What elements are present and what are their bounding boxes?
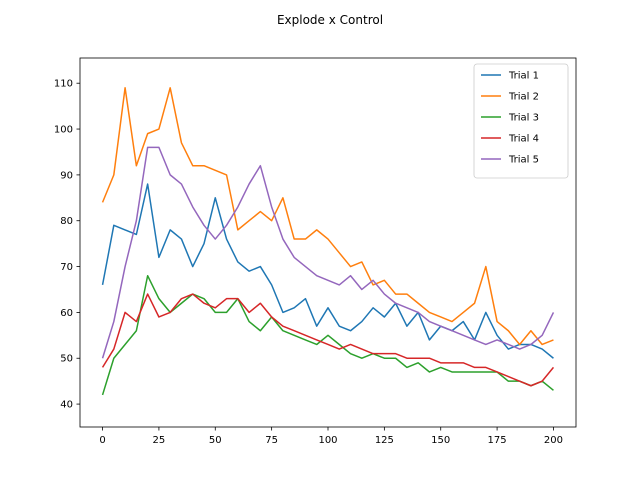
legend-label: Trial 4 xyxy=(508,134,539,145)
legend-label: Trial 2 xyxy=(508,92,539,103)
x-tick-label: 175 xyxy=(488,435,507,446)
y-tick-label: 90 xyxy=(60,170,73,181)
legend-box xyxy=(473,63,569,179)
y-tick-label: 100 xyxy=(54,125,73,136)
series-line-trial-1 xyxy=(101,183,554,359)
chart-title: Explode x Control xyxy=(277,13,383,27)
x-tick-label: 0 xyxy=(99,435,105,446)
x-tick-label: 200 xyxy=(544,435,563,446)
x-tick-label: 125 xyxy=(375,435,394,446)
x-axis: 0 25 50 75 100 125 150 175 200 xyxy=(99,427,563,446)
legend: Trial 1 Trial 2 Trial 3 Trial 4 Trial 5 xyxy=(473,63,569,179)
series-line-trial-2 xyxy=(101,87,554,346)
y-tick-label: 80 xyxy=(60,216,73,227)
y-tick-label: 110 xyxy=(54,79,73,90)
y-tick-label: 70 xyxy=(60,262,73,273)
legend-label: Trial 5 xyxy=(508,155,539,166)
x-tick-label: 25 xyxy=(153,435,166,446)
x-tick-label: 50 xyxy=(209,435,222,446)
series-line-trial-5 xyxy=(101,146,555,359)
x-tick-label: 100 xyxy=(318,435,337,446)
legend-label: Trial 1 xyxy=(508,71,539,82)
y-tick-label: 60 xyxy=(60,308,73,319)
y-axis: 40 50 60 70 80 90 100 110 xyxy=(54,79,80,411)
series-layer xyxy=(101,87,555,396)
x-tick-label: 75 xyxy=(265,435,278,446)
legend-label: Trial 3 xyxy=(508,113,539,124)
x-tick-label: 150 xyxy=(431,435,450,446)
series-line-trial-4 xyxy=(101,293,555,387)
y-tick-label: 40 xyxy=(60,400,73,411)
y-tick-label: 50 xyxy=(60,354,73,365)
series-line-trial-3 xyxy=(101,274,554,396)
